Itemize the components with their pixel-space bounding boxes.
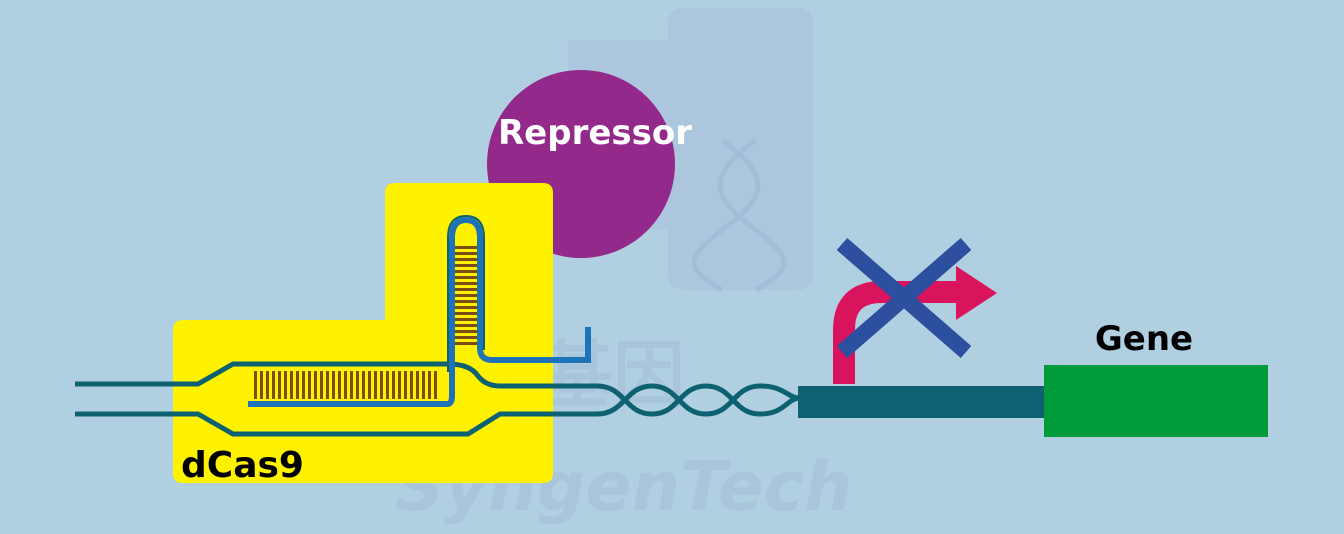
base-pair-tick (392, 371, 395, 399)
hairpin-base-pair-tick (455, 324, 477, 327)
dcas9-label: dCas9 (181, 445, 304, 486)
base-pair-tick (398, 371, 401, 399)
hairpin-base-pair-tick (455, 252, 477, 255)
hairpin-base-pair-tick (455, 264, 477, 267)
hairpin-base-pair-tick (455, 294, 477, 297)
base-pair-tick (266, 371, 269, 399)
gene-label: Gene (1095, 319, 1193, 359)
watermark-dna-icon (691, 137, 787, 293)
base-pair-tick (368, 371, 371, 399)
base-pair-tick (272, 371, 275, 399)
hairpin-base-pair-tick (455, 276, 477, 279)
hairpin-base-pair-tick (455, 318, 477, 321)
base-pair-tick (386, 371, 389, 399)
hairpin-base-pair-tick (455, 246, 477, 249)
base-pair-tick (410, 371, 413, 399)
base-pair-tick (350, 371, 353, 399)
gene-block (1044, 365, 1268, 437)
hairpin-base-pair-tick (455, 282, 477, 285)
hairpin-base-pair-tick (455, 306, 477, 309)
hairpin-base-pair-tick (455, 342, 477, 345)
guide-rna-spacer (248, 216, 591, 407)
base-pair-tick (260, 371, 263, 399)
base-pair-tick (362, 371, 365, 399)
repressor-label: Repressor (498, 113, 692, 153)
guide-rna-outline (447, 214, 485, 372)
base-pair-tick (344, 371, 347, 399)
hairpin-base-pair-tick (455, 270, 477, 273)
transcription-arrow (833, 281, 960, 384)
base-pair-tick (290, 371, 293, 399)
dna-downstream-duplex (798, 386, 1048, 418)
watermark-logo-block (668, 8, 813, 290)
base-pair-tick (296, 371, 299, 399)
base-pair-tick (284, 371, 287, 399)
base-pair-tick (308, 371, 311, 399)
hairpin-base-pair-tick (455, 288, 477, 291)
base-pair-tick (332, 371, 335, 399)
guide-rna-hairpin-base-pairs (455, 246, 477, 345)
base-pair-tick (380, 371, 383, 399)
dna-double-helix (596, 383, 801, 417)
base-pair-tick (326, 371, 329, 399)
base-pair-tick (434, 371, 437, 399)
dna-bottom-strand (75, 411, 597, 437)
base-pair-tick (338, 371, 341, 399)
base-pair-tick (404, 371, 407, 399)
base-pair-tick (422, 371, 425, 399)
base-pair-tick (314, 371, 317, 399)
base-pair-tick (302, 371, 305, 399)
transcription-arrow-head-icon (956, 266, 997, 320)
dcas9-protein (173, 183, 553, 483)
base-pair-tick (374, 371, 377, 399)
hairpin-base-pair-tick (455, 300, 477, 303)
base-pair-tick (356, 371, 359, 399)
base-pair-tick (428, 371, 431, 399)
base-pair-tick (416, 371, 419, 399)
base-pair-tick (254, 371, 257, 399)
hairpin-base-pair-tick (455, 258, 477, 261)
hairpin-base-pair-tick (455, 330, 477, 333)
guide-dna-base-pairs (254, 371, 437, 399)
blocked-cross-icon (836, 237, 972, 359)
hairpin-base-pair-tick (455, 312, 477, 315)
base-pair-tick (278, 371, 281, 399)
base-pair-tick (320, 371, 323, 399)
hairpin-base-pair-tick (455, 336, 477, 339)
